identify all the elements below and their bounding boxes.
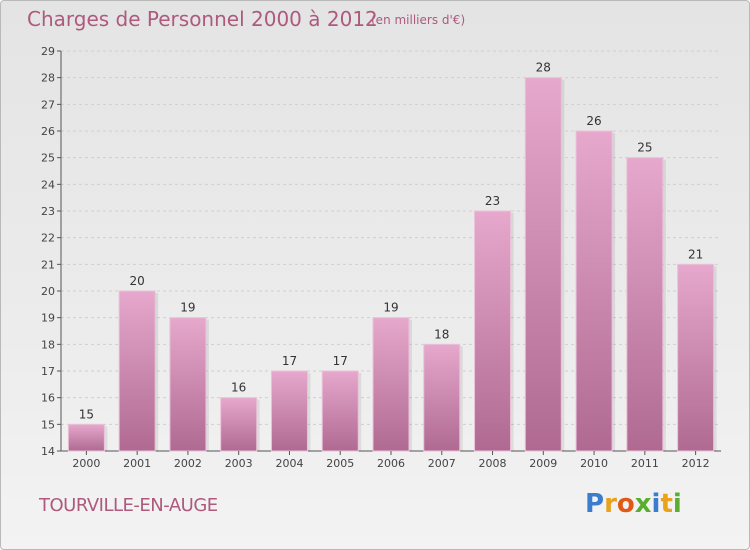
data-label: 25 <box>637 141 652 155</box>
x-tick-label: 2008 <box>479 457 507 470</box>
bar <box>220 397 258 452</box>
bar <box>626 157 664 452</box>
data-label: 20 <box>130 274 145 288</box>
logo-letter: t <box>660 489 673 519</box>
y-tick-label: 28 <box>41 72 55 85</box>
x-tick-label: 2010 <box>580 457 608 470</box>
logo-letter: x <box>634 489 652 519</box>
data-label: 17 <box>333 354 348 368</box>
data-label: 19 <box>383 301 398 315</box>
y-tick-label: 18 <box>41 338 55 351</box>
data-label: 15 <box>79 407 94 421</box>
x-tick-label: 2003 <box>225 457 253 470</box>
y-tick-label: 29 <box>41 45 55 58</box>
y-tick-label: 25 <box>41 152 55 165</box>
bar <box>474 210 512 452</box>
logo-letter: r <box>604 489 617 519</box>
bar <box>270 370 308 452</box>
y-tick-label: 23 <box>41 205 55 218</box>
bar <box>372 317 410 452</box>
bar <box>67 423 105 452</box>
commune-name: TOURVILLE-EN-AUGE <box>39 495 218 516</box>
y-tick-label: 22 <box>41 232 55 245</box>
x-tick-label: 2012 <box>682 457 710 470</box>
bar <box>118 290 156 452</box>
logo-letter: P <box>585 489 605 519</box>
x-tick-label: 2011 <box>631 457 659 470</box>
y-tick-label: 16 <box>41 392 55 405</box>
x-tick-label: 2001 <box>123 457 151 470</box>
data-label: 26 <box>586 114 601 128</box>
y-tick-label: 15 <box>41 418 55 431</box>
data-label: 28 <box>536 61 551 75</box>
data-label: 19 <box>180 301 195 315</box>
data-label: 16 <box>231 381 246 395</box>
proxiti-logo[interactable]: Proxiti <box>585 489 682 519</box>
data-label: 17 <box>282 354 297 368</box>
chart-subtitle: (en milliers d'€) <box>371 13 466 27</box>
logo-letter: o <box>616 489 635 519</box>
logo-letter: i <box>672 489 682 519</box>
x-tick-label: 2005 <box>326 457 354 470</box>
y-tick-label: 27 <box>41 98 55 111</box>
y-tick-label: 19 <box>41 312 55 325</box>
y-tick-label: 24 <box>41 178 55 191</box>
chart-title: Charges de Personnel 2000 à 2012 <box>27 7 378 31</box>
logo-letter: i <box>651 489 661 519</box>
bar <box>524 77 562 452</box>
y-tick-label: 17 <box>41 365 55 378</box>
bar <box>423 343 461 452</box>
x-tick-label: 2009 <box>529 457 557 470</box>
y-tick-label: 21 <box>41 258 55 271</box>
x-tick-label: 2006 <box>377 457 405 470</box>
data-label: 23 <box>485 194 500 208</box>
bar <box>677 263 715 452</box>
x-tick-label: 2007 <box>428 457 456 470</box>
x-tick-label: 2002 <box>174 457 202 470</box>
x-tick-label: 2000 <box>72 457 100 470</box>
y-tick-label: 26 <box>41 125 55 138</box>
y-tick-label: 20 <box>41 285 55 298</box>
data-label: 21 <box>688 247 703 261</box>
bar <box>575 130 613 452</box>
data-label: 18 <box>434 327 449 341</box>
bar <box>321 370 359 452</box>
y-tick-label: 14 <box>41 445 55 458</box>
bar <box>169 317 207 452</box>
x-tick-label: 2004 <box>275 457 303 470</box>
